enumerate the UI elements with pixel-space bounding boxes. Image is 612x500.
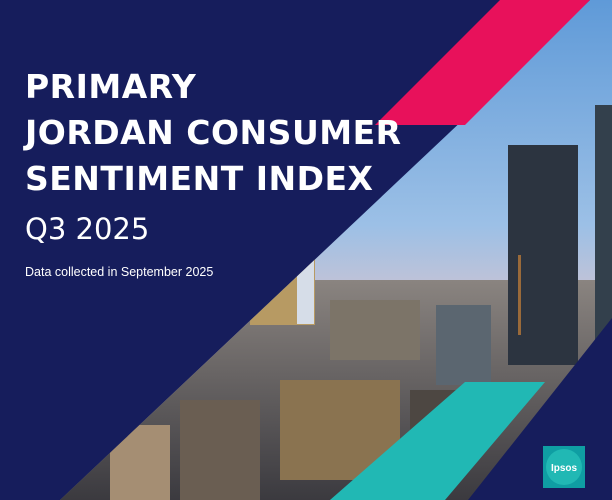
- logo-circle: [546, 449, 582, 485]
- note: Data collected in September 2025: [25, 265, 213, 279]
- title-line: PRIMARY: [25, 67, 197, 106]
- title-line: SENTIMENT INDEX: [25, 159, 374, 198]
- teal-band: [330, 382, 545, 500]
- title-line: JORDAN CONSUMER: [23, 113, 402, 152]
- subtitle: Q3 2025: [25, 212, 149, 246]
- pink-band: [375, 0, 590, 125]
- logo-text: Ipsos: [551, 463, 578, 474]
